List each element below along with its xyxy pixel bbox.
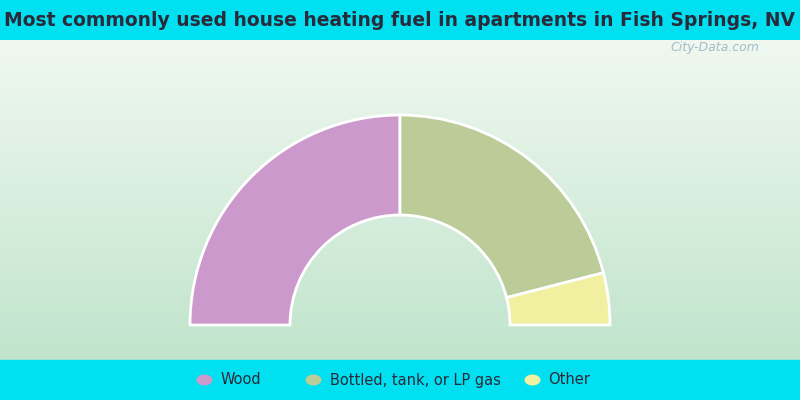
Wedge shape <box>400 115 603 298</box>
Text: Wood: Wood <box>221 372 261 388</box>
Wedge shape <box>506 273 610 325</box>
Bar <box>0 0 800 40</box>
Text: Most commonly used house heating fuel in apartments in Fish Springs, NV: Most commonly used house heating fuel in… <box>5 10 795 30</box>
Text: City-Data.com: City-Data.com <box>670 42 759 54</box>
Ellipse shape <box>197 374 213 386</box>
Ellipse shape <box>525 374 541 386</box>
Ellipse shape <box>306 374 322 386</box>
Text: Bottled, tank, or LP gas: Bottled, tank, or LP gas <box>330 372 500 388</box>
Wedge shape <box>190 115 400 325</box>
Text: Other: Other <box>549 372 590 388</box>
Bar <box>0 360 800 400</box>
